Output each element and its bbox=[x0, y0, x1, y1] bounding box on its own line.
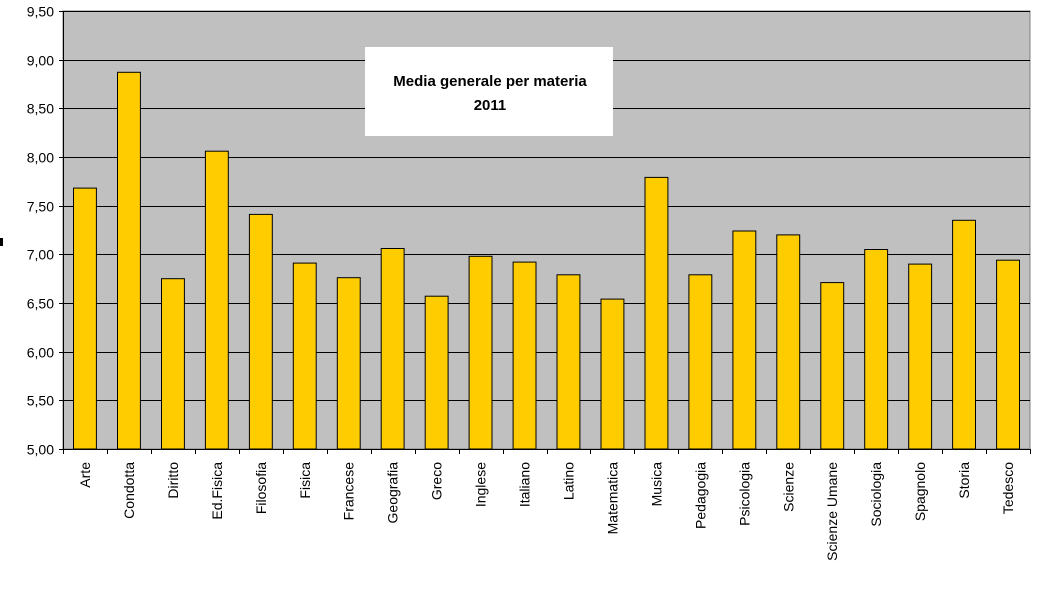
x-tick-label: Filosofia bbox=[253, 462, 269, 514]
y-tick-label: 7,00 bbox=[27, 247, 54, 263]
x-tick-labels: Arte Condotta Diritto Ed.Fisica Filosofia Fis… bbox=[77, 462, 1016, 561]
x-tick-label: Greco bbox=[429, 462, 445, 500]
chart-title-line-1: Media generale per materia bbox=[393, 73, 587, 90]
x-tick-label: Pedagogia bbox=[692, 462, 708, 529]
bar-francese bbox=[336, 277, 361, 450]
y-tick-label: 8,50 bbox=[27, 101, 54, 117]
bar-psicologia bbox=[732, 230, 757, 450]
bars bbox=[73, 71, 1020, 450]
x-tick-label: Spagnolo bbox=[912, 462, 928, 521]
x-tick-label: Psicologia bbox=[736, 462, 752, 526]
x-tick-label: Diritto bbox=[165, 462, 181, 499]
bar-spagnolo bbox=[908, 263, 933, 450]
chart-title-box: Media generale per materia 2011 bbox=[365, 47, 613, 136]
x-tick-label: Condotta bbox=[121, 462, 137, 519]
bar-tedesco bbox=[996, 259, 1020, 450]
bar-pedagogia bbox=[688, 274, 713, 450]
axes bbox=[59, 11, 1031, 454]
y-tick-label: 5,00 bbox=[27, 442, 54, 458]
bar-scienze-umane bbox=[820, 282, 845, 450]
x-tick-label: Geografia bbox=[385, 462, 401, 524]
x-tick-label: Francese bbox=[341, 462, 357, 521]
bar-filosofia bbox=[248, 213, 273, 450]
x-tick-label: Scienze bbox=[780, 462, 796, 512]
x-tick-label: Scienze Umane bbox=[824, 462, 840, 561]
bar-matematica bbox=[600, 298, 625, 450]
chart-title-line-2: 2011 bbox=[474, 97, 507, 114]
y-tick-labels: 5,00 5,50 6,00 6,50 7,00 7,50 8,00 8,50 9,00 9,50 bbox=[27, 4, 54, 458]
x-tick-label: Latino bbox=[561, 462, 577, 500]
y-tick-label: 9,50 bbox=[27, 4, 54, 20]
x-tick-label: Italiano bbox=[517, 462, 533, 507]
x-tick-label: Sociologia bbox=[868, 462, 884, 527]
x-tick-label: Matematica bbox=[604, 462, 620, 535]
title-box-background bbox=[365, 47, 613, 136]
x-tick-label: Tedesco bbox=[1000, 462, 1016, 514]
x-tick-label: Inglese bbox=[473, 462, 489, 507]
x-tick-label: Ed.Fisica bbox=[209, 462, 225, 520]
y-tick-label: 5,50 bbox=[27, 393, 54, 409]
x-tick-label: Fisica bbox=[297, 462, 313, 499]
x-tick-label: Storia bbox=[956, 462, 972, 499]
bar-ed-fisica bbox=[204, 150, 229, 450]
bar-storia bbox=[952, 219, 976, 450]
x-tick-label: Arte bbox=[77, 462, 93, 488]
bar-latino bbox=[556, 274, 581, 450]
bar-musica bbox=[644, 176, 669, 450]
bar-scienze bbox=[776, 234, 801, 450]
y-tick-label: 7,50 bbox=[27, 199, 54, 215]
y-tick-label: 9,00 bbox=[27, 53, 54, 69]
bar-italiano bbox=[512, 261, 537, 450]
x-tick-label: Musica bbox=[648, 462, 664, 507]
bar-condotta bbox=[117, 71, 141, 450]
bar-diritto bbox=[161, 278, 185, 450]
bar-inglese bbox=[468, 255, 493, 450]
bar-arte bbox=[73, 187, 97, 450]
bar-fisica bbox=[292, 262, 317, 450]
bar-sociologia bbox=[864, 249, 889, 450]
y-tick-label: 6,00 bbox=[27, 345, 54, 361]
y-tick-label: 6,50 bbox=[27, 296, 54, 312]
left-edge-mark bbox=[0, 238, 3, 246]
bar-geografia bbox=[380, 248, 405, 450]
y-tick-label: 8,00 bbox=[27, 150, 54, 166]
bar-greco bbox=[424, 295, 449, 450]
